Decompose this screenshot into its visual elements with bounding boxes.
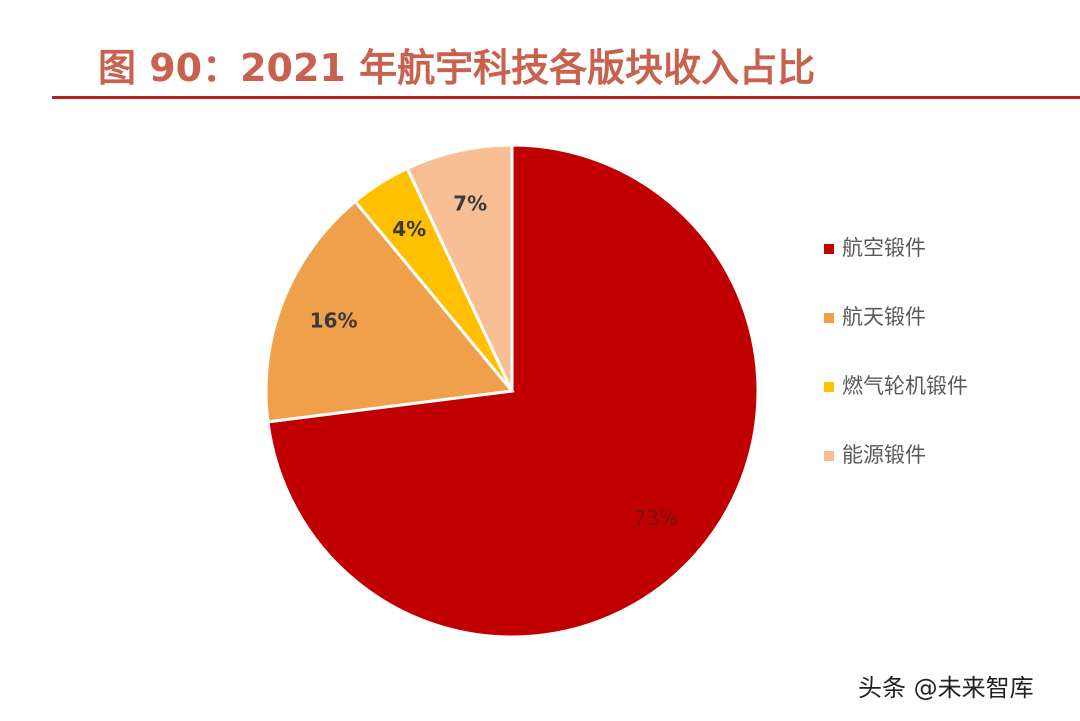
legend-label: 航空锻件 [842,236,926,260]
legend-item-2: 航天锻件 [824,301,968,370]
legend-swatch [824,451,834,461]
pie-data-label-4: 7% [453,192,487,216]
pie-slice-2 [264,199,515,424]
legend-swatch [824,244,834,254]
chart-legend: 航空锻件航天锻件燃气轮机锻件 能源锻件 [824,232,968,508]
pie-data-label-3: 4% [392,217,426,241]
legend-item-4: 能源锻件 [824,439,968,508]
pie-slice-4 [405,143,514,392]
legend-item-1: 航空锻件 [824,232,968,301]
legend-item-3: 燃气轮机锻件 [824,370,968,439]
legend-swatch [824,313,834,323]
legend-label: 能源锻件 [842,443,926,467]
pie-data-label-1: 73% [634,506,678,530]
legend-swatch [824,382,834,392]
chart-title: 图 90：2021 年航宇科技各版块收入占比 [98,46,816,90]
pie-data-label-2: 16% [310,308,358,332]
watermark-text: 头条 @未来智库 [858,674,1034,702]
title-divider [52,96,1080,99]
legend-label: 航天锻件 [842,305,926,329]
legend-label: 燃气轮机锻件 [842,374,968,398]
